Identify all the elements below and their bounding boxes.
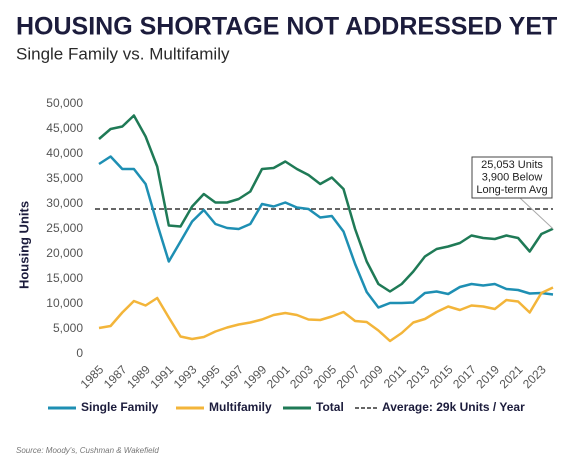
x-tick-label: 2007	[334, 362, 363, 391]
annotation-text: Long-term Avg	[476, 184, 547, 196]
y-tick-label: 50,000	[46, 96, 83, 110]
legend-label: Total	[316, 400, 344, 414]
y-axis-label: Housing Units	[16, 201, 31, 289]
y-tick-label: 15,000	[46, 271, 83, 285]
series-line	[98, 286, 554, 343]
x-tick-label: 1999	[241, 362, 270, 391]
x-tick-label: 2015	[427, 362, 456, 391]
x-tick-label: 2009	[357, 362, 386, 391]
x-tick-label: 1987	[101, 362, 130, 391]
x-tick-label: 2001	[264, 362, 293, 391]
annotation-leader	[519, 197, 554, 230]
x-tick-label: 2023	[520, 362, 549, 391]
y-tick-label: 10,000	[46, 296, 83, 310]
annotation-text: 3,900 Below	[482, 171, 543, 183]
y-tick-label: 20,000	[46, 246, 83, 260]
x-tick-label: 2021	[497, 362, 526, 391]
y-tick-label: 0	[76, 346, 83, 360]
x-tick-label: 2013	[404, 362, 433, 391]
y-tick-label: 25,000	[46, 221, 83, 235]
chart-subtitle: Single Family vs. Multifamily	[16, 44, 230, 63]
chart-title: HOUSING SHORTAGE NOT ADDRESSED YET	[16, 13, 557, 41]
x-tick-label: 2011	[381, 362, 409, 390]
x-tick-label: 1985	[78, 362, 107, 391]
x-tick-label: 2005	[310, 362, 339, 391]
series-line	[98, 114, 554, 293]
x-tick-label: 1993	[171, 362, 200, 391]
x-tick-label: 1997	[217, 362, 246, 391]
y-tick-label: 5,000	[53, 321, 83, 335]
x-tick-label: 2017	[450, 362, 479, 391]
x-tick-label: 2003	[287, 362, 316, 391]
legend-label: Single Family	[81, 400, 159, 414]
y-tick-label: 30,000	[46, 196, 83, 210]
legend-label: Multifamily	[209, 400, 272, 414]
x-tick-label: 1989	[124, 362, 153, 391]
annotation-text: 25,053 Units	[481, 159, 543, 171]
annotation-box	[471, 156, 553, 199]
y-tick-label: 35,000	[46, 171, 83, 185]
x-tick-label: 1995	[194, 362, 223, 391]
series-line	[98, 155, 554, 309]
x-tick-label: 2019	[473, 362, 502, 391]
legend-label: Average: 29k Units / Year	[382, 400, 525, 414]
y-tick-label: 45,000	[46, 121, 83, 135]
y-tick-label: 40,000	[46, 146, 83, 160]
source: Source: Moody's, Cushman & Wakefield	[16, 446, 159, 455]
x-tick-label: 1991	[147, 362, 176, 391]
